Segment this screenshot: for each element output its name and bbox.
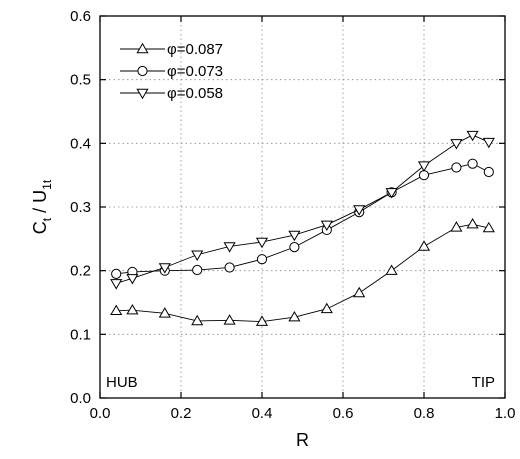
data-point — [417, 161, 431, 172]
data-point — [126, 274, 139, 285]
data-point — [466, 217, 479, 229]
series-line — [116, 134, 489, 284]
data-point — [320, 302, 333, 314]
y-axis-title: Ct / U1t — [30, 179, 54, 234]
legend-entry: φ=0.073 — [120, 63, 223, 80]
y-axis-title-sep: / U — [30, 190, 50, 218]
data-point — [111, 268, 122, 279]
hub-annotation: HUB — [106, 374, 138, 391]
legend-label: φ=0.058 — [167, 85, 223, 102]
data-point — [418, 170, 430, 181]
y-tick-label: 0.3 — [70, 199, 91, 216]
data-point — [288, 230, 301, 242]
data-point — [158, 263, 171, 274]
data-point — [451, 162, 462, 173]
legend-entry: φ=0.058 — [120, 85, 223, 102]
legend-label: φ=0.073 — [167, 63, 223, 80]
y-tick-label: 0.0 — [70, 390, 91, 407]
grid — [100, 16, 505, 398]
series-3 — [110, 130, 495, 290]
y-tick-label: 0.1 — [70, 326, 91, 343]
data-point — [289, 242, 300, 253]
y-axis-title-sub1: t — [40, 217, 54, 221]
data-point — [385, 264, 398, 275]
data-point — [223, 314, 236, 325]
data-point — [192, 264, 203, 276]
x-tick-label: 0.4 — [252, 405, 273, 422]
data-point — [450, 139, 463, 150]
legend-label: φ=0.087 — [167, 41, 223, 58]
tip-annotation: TIP — [472, 374, 495, 391]
data-point — [255, 315, 269, 326]
series-line — [116, 223, 489, 323]
data-point — [223, 242, 236, 253]
data-point — [385, 188, 398, 199]
data-point — [255, 237, 269, 249]
series-layer — [110, 130, 495, 326]
series-line — [116, 163, 490, 275]
y-tick-label: 0.6 — [70, 8, 91, 25]
data-point — [353, 286, 366, 298]
data-point — [110, 304, 123, 316]
data-point — [466, 130, 479, 142]
legend-marker — [136, 88, 149, 100]
data-point — [467, 158, 478, 169]
x-tick-label: 0.0 — [90, 405, 111, 422]
x-tick-label: 1.0 — [495, 405, 516, 422]
y-axis-title-main: C — [30, 221, 50, 234]
data-point — [482, 137, 495, 149]
y-axis-title-sub2: 1t — [40, 179, 54, 190]
data-point — [288, 310, 301, 322]
y-tick-label: 0.4 — [70, 135, 91, 152]
legend: φ=0.087 φ=0.073 φ=0.058 — [120, 41, 223, 102]
data-point — [191, 314, 204, 326]
data-point — [483, 166, 494, 178]
legend-marker — [136, 42, 149, 54]
x-tick-label: 0.6 — [333, 405, 354, 422]
data-point — [450, 221, 463, 232]
legend-entry: φ=0.087 — [120, 41, 223, 58]
data-point — [158, 307, 171, 318]
data-point — [417, 240, 431, 251]
data-point — [353, 205, 366, 216]
series-2 — [111, 158, 494, 279]
x-tick-label: 0.2 — [171, 405, 192, 422]
x-tick-label: 0.8 — [414, 405, 435, 422]
data-point — [110, 279, 123, 290]
ticks: 0.0 0.2 0.4 0.6 0.8 1.0 0.0 0.1 0.2 0.3 0.4 0.5 0.6 — [70, 8, 515, 422]
x-axis-title: R — [296, 430, 309, 450]
data-point — [482, 221, 495, 233]
data-point — [126, 303, 139, 315]
legend-marker — [137, 65, 148, 77]
data-point — [256, 254, 268, 265]
data-point — [224, 262, 235, 273]
y-tick-label: 0.2 — [70, 263, 91, 280]
data-point — [320, 220, 333, 232]
data-point — [191, 250, 204, 261]
series-1 — [110, 217, 495, 326]
y-tick-label: 0.5 — [70, 72, 91, 89]
